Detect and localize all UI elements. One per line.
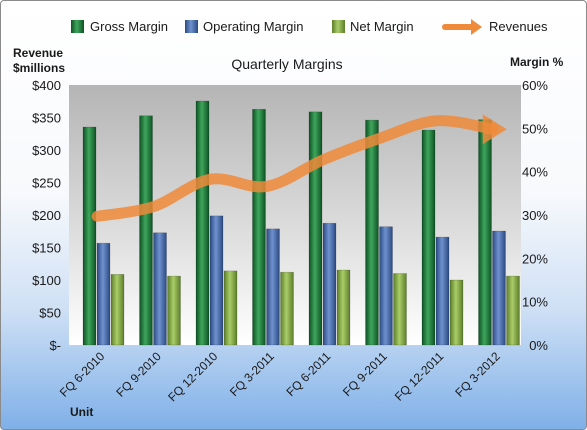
x-axis-tick-label: FQ 12-2011 [392, 349, 447, 404]
legend: Gross Margin Operating Margin Net Margin… [71, 19, 548, 35]
left-axis-tick-label: $200 [32, 208, 61, 223]
bar-gross-margin [478, 119, 492, 346]
bar-net-margin [110, 274, 125, 346]
bar-gross-margin [195, 100, 210, 346]
left-axis-tick-label: $250 [32, 176, 61, 191]
x-axis-tick-label: FQ 9-2010 [113, 349, 164, 400]
bar-operating-margin [435, 236, 450, 346]
bar-gross-margin [308, 111, 323, 346]
bar-gross-margin [421, 129, 436, 346]
bar-net-margin [223, 270, 238, 346]
left-axis-tick-label: $- [49, 338, 61, 353]
revenue-line [91, 115, 499, 222]
right-axis-tick-label: 20% [522, 251, 548, 266]
left-axis-ticks: $- $50 $100 $150 $200 $250 $300 $350 $400 [32, 78, 61, 353]
legend-label-net-margin: Net Margin [350, 19, 414, 34]
bar-operating-margin [209, 215, 224, 346]
legend-swatch-net-margin [332, 20, 345, 33]
right-axis-tick-label: 50% [522, 121, 548, 136]
bar-operating-margin [322, 222, 337, 346]
legend-label-operating-margin: Operating Margin [203, 19, 303, 34]
bar-net-margin [393, 273, 407, 346]
bar-operating-margin [266, 228, 280, 346]
left-axis-label-line1: Revenue [13, 46, 63, 60]
bar-net-margin [280, 271, 294, 346]
x-axis-tick-label: FQ 6-2011 [284, 349, 334, 399]
right-axis-ticks: 0% 10% 20% 30% 40% 50% 60% [522, 78, 548, 353]
right-axis-label: Margin % [510, 55, 564, 69]
legend-label-gross-margin: Gross Margin [90, 19, 168, 34]
right-axis-tick-label: 10% [522, 295, 548, 310]
left-axis-tick-label: $100 [32, 273, 61, 288]
x-axis-tick-label: FQ 9-2011 [340, 349, 390, 399]
bar-net-margin [449, 279, 464, 346]
left-axis-tick-label: $400 [32, 78, 61, 93]
bar-operating-margin [153, 232, 167, 346]
legend-label-revenues: Revenues [489, 19, 548, 34]
bar-gross-margin [365, 119, 379, 346]
x-axis-tick-label: FQ 3-2011 [227, 349, 277, 399]
right-axis-tick-label: 40% [522, 165, 548, 180]
bar-gross-margin [139, 115, 153, 346]
bar-operating-margin [379, 226, 393, 346]
legend-swatch-gross-margin [71, 20, 84, 33]
chart-title: Quarterly Margins [231, 56, 342, 72]
legend-swatch-operating-margin [185, 20, 198, 33]
right-axis-tick-label: 30% [522, 208, 548, 223]
right-axis-tick-label: 0% [529, 338, 548, 353]
x-axis-tick-label: FQ 12-2010 [165, 349, 220, 404]
bar-gross-margin [82, 126, 97, 346]
left-axis-tick-label: $50 [39, 306, 61, 321]
left-axis-tick-label: $300 [32, 143, 61, 158]
x-axis-label: Unit [70, 405, 93, 419]
bar-net-margin [336, 269, 351, 346]
x-axis-tick-label: FQ 3-2012 [452, 349, 503, 400]
bar-operating-margin [96, 242, 111, 346]
bar-net-margin [167, 275, 181, 346]
bar-gross-margin [252, 108, 266, 346]
left-axis-tick-label: $350 [32, 111, 61, 126]
left-axis-tick-label: $150 [32, 241, 61, 256]
bar-net-margin [506, 275, 520, 346]
right-axis-tick-label: 60% [522, 78, 548, 93]
x-axis-ticks: FQ 6-2010 FQ 9-2010 FQ 12-2010 FQ 3-2011 FQ … [57, 349, 503, 404]
bar-operating-margin [492, 230, 506, 346]
revenue-arrowhead [482, 114, 507, 145]
bars [82, 100, 520, 346]
left-axis-label-line2: $millions [13, 61, 65, 75]
x-axis-tick-label: FQ 6-2010 [57, 349, 108, 400]
legend-arrowhead-revenues [471, 19, 482, 35]
revenue-line-group [91, 114, 507, 222]
